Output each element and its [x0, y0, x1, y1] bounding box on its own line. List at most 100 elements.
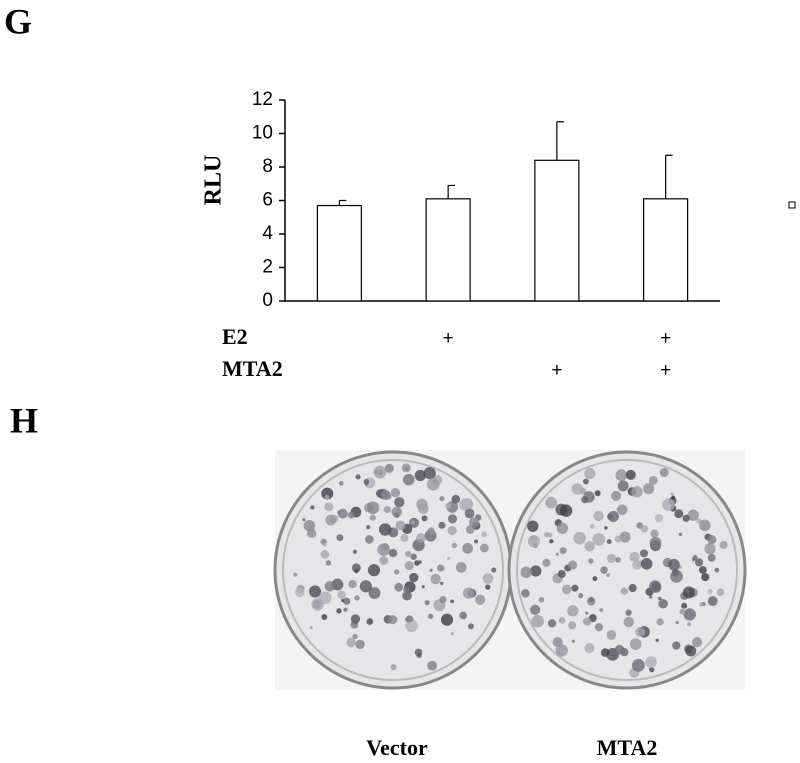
- colony: [324, 495, 330, 501]
- colony: [445, 502, 452, 509]
- colony: [584, 468, 596, 480]
- colony: [578, 592, 584, 599]
- marker: [788, 201, 796, 209]
- colony: [321, 487, 334, 500]
- colony: [672, 641, 681, 650]
- colony: [671, 495, 676, 500]
- colony: [625, 609, 632, 616]
- colony: [446, 556, 451, 561]
- colony: [552, 636, 563, 648]
- colony: [391, 506, 403, 518]
- colony: [322, 542, 327, 547]
- colony: [614, 535, 622, 543]
- colony: [658, 596, 662, 601]
- colony: [421, 585, 425, 589]
- colony: [473, 539, 479, 544]
- colony: [594, 490, 601, 497]
- colony: [341, 598, 345, 603]
- colony: [707, 553, 716, 562]
- colony: [557, 569, 566, 578]
- colony: [366, 525, 371, 530]
- panel-label: H: [10, 400, 38, 440]
- colony: [414, 648, 423, 657]
- colony: [594, 623, 603, 632]
- colony: [390, 487, 401, 498]
- colony: [682, 586, 695, 599]
- colony: [606, 553, 617, 564]
- colony: [559, 504, 573, 517]
- colony: [348, 579, 357, 589]
- colony: [681, 602, 688, 609]
- y-tick-label: 2: [262, 257, 273, 278]
- colony: [416, 498, 428, 510]
- colony: [545, 496, 558, 509]
- colony: [549, 539, 554, 544]
- colony: [583, 478, 589, 485]
- colony: [394, 497, 405, 508]
- colony: [394, 569, 400, 575]
- colony: [654, 513, 664, 523]
- colony: [324, 581, 336, 592]
- colony: [639, 549, 649, 558]
- colony: [459, 611, 467, 620]
- colony: [336, 534, 344, 542]
- colony: [450, 632, 454, 636]
- colony: [581, 496, 589, 504]
- colony: [600, 566, 608, 574]
- colony: [378, 523, 392, 536]
- colony: [302, 518, 306, 522]
- colony: [402, 473, 415, 486]
- condition-mark: +: [551, 360, 562, 381]
- colony: [401, 463, 411, 473]
- colony: [459, 498, 472, 511]
- colony: [584, 643, 595, 654]
- plate-label: MTA2: [597, 735, 658, 760]
- colony: [462, 587, 475, 599]
- colony: [670, 492, 674, 496]
- colony: [685, 645, 697, 657]
- colony: [405, 550, 412, 557]
- colony: [447, 525, 457, 536]
- colony: [400, 534, 409, 543]
- colony: [592, 576, 598, 582]
- colony: [650, 529, 659, 538]
- colony: [571, 639, 575, 643]
- colony: [645, 656, 657, 669]
- colony-photo: [273, 450, 747, 690]
- colony: [659, 468, 669, 477]
- colony: [600, 648, 610, 657]
- colony: [368, 587, 381, 599]
- condition-mark: +: [660, 328, 671, 349]
- colony: [675, 620, 679, 625]
- colony: [383, 505, 391, 514]
- colony: [354, 595, 360, 601]
- colony: [379, 556, 389, 565]
- y-tick-label: 0: [262, 290, 273, 311]
- colony: [337, 590, 346, 600]
- colony: [607, 510, 619, 522]
- colony: [611, 490, 622, 501]
- colony: [447, 514, 458, 524]
- colony: [338, 480, 344, 486]
- colony: [450, 599, 455, 604]
- colony: [696, 518, 702, 524]
- colony: [567, 605, 579, 617]
- condition-label: E2: [222, 324, 248, 349]
- colony: [592, 532, 606, 546]
- colony: [668, 558, 680, 571]
- colony: [354, 569, 359, 574]
- colony: [423, 466, 436, 480]
- colony: [438, 521, 446, 529]
- colony: [538, 596, 545, 603]
- colony: [559, 547, 567, 555]
- colony: [310, 505, 315, 510]
- colony: [606, 539, 612, 545]
- colony: [293, 572, 298, 577]
- colony: [707, 589, 713, 595]
- colony: [588, 558, 594, 564]
- y-tick-label: 4: [262, 223, 273, 244]
- colony: [631, 486, 643, 498]
- colony: [311, 598, 324, 611]
- colony: [628, 584, 637, 593]
- colony: [692, 636, 703, 648]
